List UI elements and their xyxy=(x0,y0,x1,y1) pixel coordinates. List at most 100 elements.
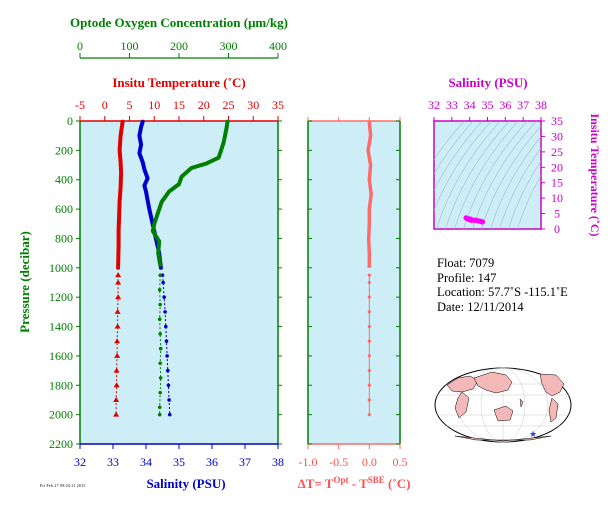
ts-point xyxy=(468,217,475,223)
temperature-tick-label: 30 xyxy=(247,98,259,112)
temperature-point xyxy=(113,396,120,402)
pressure-tick-label: 2000 xyxy=(49,408,73,422)
delta-t-point xyxy=(367,280,371,285)
delta-t-tick-label: 0.5 xyxy=(393,455,408,469)
temperature-tick-label: 20 xyxy=(198,98,210,112)
salinity-point xyxy=(163,310,167,314)
oxygen-point xyxy=(157,288,162,292)
salinity-tick-label: 34 xyxy=(140,455,152,469)
delta-t-point xyxy=(367,295,371,299)
salinity-tick-label: 38 xyxy=(272,455,284,469)
temperature-tick-label: -5 xyxy=(75,98,85,112)
density-contour xyxy=(481,125,541,229)
date: Date: 12/11/2014 xyxy=(437,299,524,314)
temperature-axis-title: Insitu Temperature (˚C) xyxy=(112,75,245,90)
ts-xtick-label: 36 xyxy=(499,98,511,112)
temperature-point xyxy=(114,323,121,329)
oxygen-tick-label: 400 xyxy=(269,39,287,53)
delta-t-point xyxy=(367,339,371,343)
salinity-deep-line xyxy=(162,275,171,415)
ts-ytick-label: 10 xyxy=(551,191,563,205)
ts-temperature-title: Insitu Temperature (˚C) xyxy=(588,113,602,236)
oxygen-point xyxy=(158,332,162,336)
oxygen-tick-label: 100 xyxy=(121,39,139,53)
salinity-tick-label: 35 xyxy=(173,455,185,469)
oxygen-point xyxy=(157,317,162,322)
salinity-tick-label: 32 xyxy=(74,455,86,469)
ts-salinity-title: Salinity (PSU) xyxy=(448,75,527,90)
temperature-point xyxy=(114,308,121,314)
density-contour xyxy=(434,121,474,175)
oxygen-point xyxy=(158,346,163,351)
float-id: Float: 7079 xyxy=(437,256,495,270)
pressure-tick-label: 1200 xyxy=(49,290,73,304)
pressure-tick-label: 200 xyxy=(55,143,73,157)
density-contour xyxy=(434,121,465,161)
temperature-point xyxy=(113,382,120,388)
temperature-tick-label: 15 xyxy=(173,98,185,112)
salinity-point xyxy=(167,412,172,417)
ts-xtick-label: 35 xyxy=(482,98,494,112)
oxygen-point xyxy=(158,302,162,307)
delta-t-axis-title: ΔT= TOpt - TSBE (˚C) xyxy=(298,475,411,491)
oxygen-point xyxy=(158,376,163,380)
salinity-point xyxy=(165,354,169,358)
salinity-axis-title: Salinity (PSU) xyxy=(146,476,225,491)
ts-ytick-label: 5 xyxy=(554,207,560,221)
salinity-point xyxy=(165,368,170,373)
float-location-marker: ★ xyxy=(529,429,537,439)
temperature-tick-label: 0 xyxy=(102,98,108,112)
pressure-tick-label: 800 xyxy=(55,231,73,245)
oxygen-profile-line xyxy=(150,119,230,267)
profile-plot-area xyxy=(80,121,278,444)
float-info: Float: 7079 Profile: 147 Location: 57.7˚… xyxy=(437,256,568,314)
salinity-point xyxy=(164,324,168,329)
density-contour xyxy=(517,175,541,229)
pressure-tick-label: 1000 xyxy=(49,261,73,275)
ts-ytick-label: 30 xyxy=(551,129,563,143)
pressure-tick-label: 0 xyxy=(67,114,73,128)
density-contour xyxy=(445,121,510,229)
ts-ytick-label: 15 xyxy=(551,176,563,190)
delta-t-panel: -1.0 -0.5 0.0 0.5 ΔT= TOpt - TSBE (˚C) xyxy=(298,117,411,491)
pressure-tick-label: 1800 xyxy=(49,378,73,392)
oxygen-point xyxy=(158,361,162,366)
pressure-tick-label: 400 xyxy=(55,173,73,187)
ts-xtick-label: 37 xyxy=(517,98,529,112)
ts-xtick-label: 32 xyxy=(428,98,440,112)
pressure-tick-label: 600 xyxy=(55,202,73,216)
temperature-point xyxy=(113,367,120,373)
map-land xyxy=(446,371,565,442)
oxygen-point xyxy=(158,390,162,395)
delta-t-tick-label: 0.0 xyxy=(362,455,377,469)
ts-ytick-label: 0 xyxy=(554,222,560,236)
salinity-tick-label: 33 xyxy=(107,455,119,469)
temperature-tick-label: 35 xyxy=(272,98,284,112)
temperature-point xyxy=(113,411,120,417)
salinity-tick-label: 37 xyxy=(239,455,251,469)
ts-xtick-label: 34 xyxy=(464,98,476,112)
ts-ytick-label: 20 xyxy=(551,160,563,174)
oxygen-tick-label: 200 xyxy=(170,39,188,53)
delta-t-point xyxy=(367,413,371,417)
temperature-tick-label: 10 xyxy=(148,98,160,112)
profile-panel: 0200400600800100012001400160018002000220… xyxy=(17,15,288,491)
temperature-point xyxy=(115,294,122,300)
delta-t-tick-label: -1.0 xyxy=(299,455,318,469)
oxygen-axis-title: Optode Oxygen Concentration (μm/kg) xyxy=(70,15,288,30)
delta-t-point xyxy=(367,368,371,373)
timestamp-stamp: Fri Feb 27 09:04:11 2015 xyxy=(40,483,86,488)
delta-t-point xyxy=(367,324,371,329)
ts-ytick-label: 35 xyxy=(551,114,563,128)
temperature-profile-line xyxy=(116,119,125,270)
oxygen-point xyxy=(158,273,162,277)
temperature-point xyxy=(115,279,122,285)
density-contour xyxy=(436,121,501,229)
density-contour xyxy=(454,121,519,229)
delta-t-point xyxy=(367,310,371,314)
salinity-point xyxy=(166,383,171,388)
temperature-tick-label: 5 xyxy=(127,98,133,112)
salinity-tick-label: 36 xyxy=(206,455,218,469)
temperature-deep-line xyxy=(115,275,119,415)
